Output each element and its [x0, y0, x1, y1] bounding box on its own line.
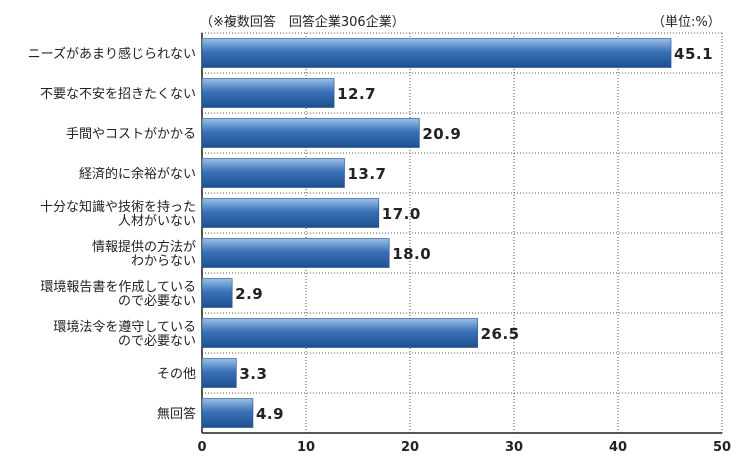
x-tick-label: 50 — [713, 440, 731, 455]
category-label: 経済的に余裕がない — [79, 166, 196, 182]
value-label: 26.5 — [481, 325, 520, 343]
bar — [201, 398, 254, 428]
value-label: 2.9 — [235, 285, 263, 303]
bar — [201, 358, 237, 388]
value-label: 17.0 — [382, 205, 421, 223]
category-label: 環境報告書を作成している — [40, 280, 196, 295]
category-label: 情報提供の方法が — [92, 239, 196, 255]
category-label: ニーズがあまり感じられない — [28, 46, 196, 62]
bar — [201, 38, 672, 68]
value-label: 18.0 — [392, 245, 431, 263]
category-label: 十分な知識や技術を持った — [40, 199, 196, 215]
category-label: ので必要ない — [118, 334, 196, 349]
bar — [201, 78, 335, 108]
bar — [201, 278, 233, 308]
x-tick-label: 40 — [609, 440, 627, 455]
value-label: 45.1 — [674, 45, 713, 63]
category-label: 無回答 — [157, 406, 196, 422]
labels: 0 10 20 30 40 50 45.1 ニーズがあまり感じられない 12.7 不要な不安を招き… — [28, 45, 731, 455]
category-label: 不要な不安を招きたくない — [40, 87, 196, 102]
bars — [201, 38, 672, 428]
bar — [201, 118, 420, 148]
x-tick-label: 20 — [401, 440, 419, 455]
value-label: 12.7 — [337, 85, 376, 103]
category-label: 環境法令を遵守している — [53, 319, 196, 335]
bar — [201, 198, 380, 228]
value-label: 3.3 — [239, 365, 267, 383]
bar — [201, 318, 478, 348]
respondent-note: （※複数回答 回答企業306企業） — [200, 15, 405, 30]
grid — [201, 32, 723, 434]
x-tick-label: 10 — [297, 440, 315, 455]
category-label: 人材がいない — [118, 214, 196, 229]
x-tick-label: 0 — [197, 440, 206, 455]
category-label: その他 — [157, 367, 196, 382]
value-label: 20.9 — [422, 125, 461, 143]
bar — [201, 238, 390, 268]
category-label: ので必要ない — [118, 294, 196, 309]
unit-note: （単位:%） — [652, 15, 721, 30]
value-label: 4.9 — [256, 405, 284, 423]
x-tick-label: 30 — [505, 440, 523, 455]
category-label: わからない — [131, 254, 196, 269]
category-label: 手間やコストがかかる — [66, 127, 196, 142]
value-label: 13.7 — [347, 165, 386, 183]
bar — [201, 158, 345, 188]
